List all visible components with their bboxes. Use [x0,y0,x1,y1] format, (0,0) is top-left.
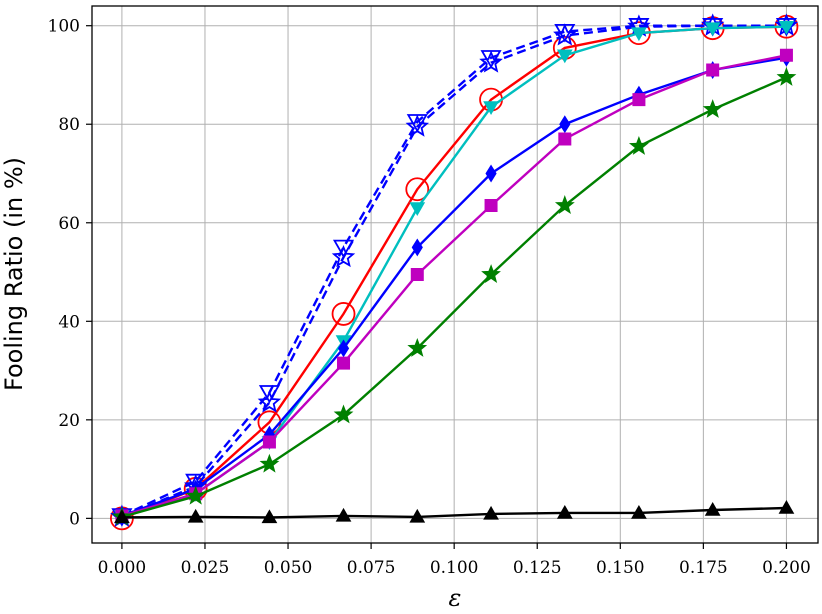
data-point [628,135,649,155]
x-tick-label: 0.000 [98,558,147,578]
data-point [409,202,426,216]
data-point [257,390,282,413]
data-point [337,339,350,358]
x-tick-label: 0.150 [596,558,645,578]
y-axis-label: Fooling Ratio (in %) [0,157,28,391]
y-tick-label: 20 [58,411,80,431]
grid-lines [92,6,818,543]
data-point [187,508,204,523]
series-8 [114,500,795,524]
data-point [337,356,351,370]
data-point [484,199,498,213]
x-axis-label: ε [449,584,462,612]
data-point [114,509,130,524]
series-line [121,24,787,519]
data-point [407,337,428,357]
data-point [481,264,501,283]
data-point [558,132,572,146]
data-point [779,48,793,62]
series-line [121,54,787,518]
data-point [331,244,356,268]
data-point [331,302,356,326]
data-point [554,195,575,214]
data-point [483,505,499,520]
y-tick-label: 60 [58,214,80,234]
data-point [259,453,280,473]
data-point [405,177,430,202]
data-point [631,504,647,519]
x-tick-label: 0.050 [264,558,313,578]
x-tick-label: 0.200 [762,558,811,578]
data-point [409,508,426,523]
data-point [405,114,430,137]
data-point [479,50,503,73]
data-point [485,164,497,183]
data-point [335,507,352,522]
data-point [483,101,499,116]
data-point [631,27,647,42]
data-point [556,504,573,519]
series-line [121,76,787,519]
data-point [632,93,646,107]
data-point [776,66,797,86]
data-point [410,268,424,281]
data-point [704,501,721,516]
y-tick-label: 100 [48,17,80,37]
data-point [261,509,278,524]
data-point [333,404,354,424]
data-point [553,23,577,46]
series-layer [110,13,799,531]
x-tick-label: 0.025 [181,558,230,578]
x-tick-label: 0.125 [513,558,562,578]
x-tick-label: 0.075 [347,558,396,578]
series-line [121,56,787,518]
y-tick-label: 40 [58,312,80,332]
x-tick-label: 0.100 [430,558,479,578]
y-tick-label: 80 [58,115,80,135]
x-tick-label: 0.175 [679,558,728,578]
data-point [702,99,723,118]
data-point [556,49,573,64]
data-point [778,20,795,35]
data-point [185,485,206,505]
y-tick-label: 0 [69,509,80,529]
axis-ticks: 0.000 0.025 0.050 0.075 0.100 0.125 0.150 0.175… [48,17,811,578]
plot-frame [91,5,819,544]
data-point [704,22,721,37]
data-point [262,435,276,449]
data-point [559,115,571,134]
data-point [778,500,795,514]
data-point [411,238,423,257]
series-line [121,506,787,519]
data-point [706,63,720,77]
